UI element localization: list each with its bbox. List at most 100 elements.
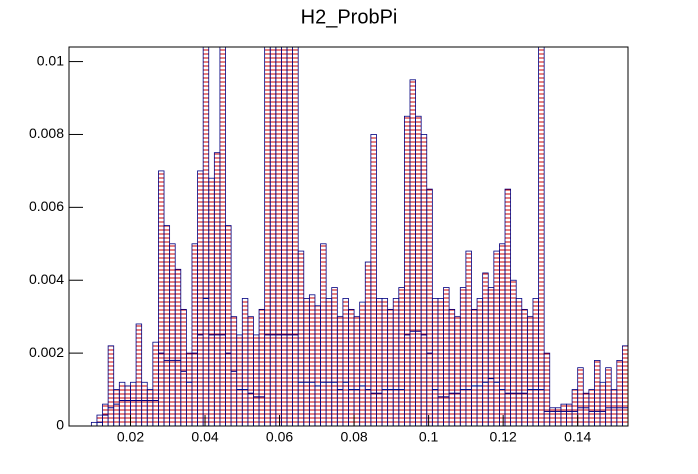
bar: [342, 298, 349, 426]
bar: [577, 367, 584, 426]
bar: [158, 170, 165, 426]
bar: [448, 308, 456, 426]
bar: [135, 323, 143, 426]
bar: [124, 385, 131, 426]
bar: [526, 316, 534, 426]
bar: [269, 47, 277, 426]
bar: [381, 298, 389, 426]
bar: [152, 341, 159, 426]
bar: [191, 243, 198, 426]
bar: [146, 389, 154, 426]
bar: [566, 403, 573, 426]
bar: [582, 392, 590, 426]
bar: [471, 308, 478, 426]
bar: [141, 381, 148, 426]
bar: [275, 47, 282, 426]
bar: [113, 389, 120, 426]
bar: [292, 47, 299, 426]
bar: [482, 272, 489, 426]
y-tick-label: 0.01: [37, 52, 64, 68]
bar: [521, 308, 528, 426]
bar: [459, 287, 467, 426]
x-tick-label: 0.14: [564, 429, 591, 445]
bar: [370, 134, 377, 426]
bar: [605, 367, 612, 426]
frame: [68, 46, 629, 427]
bar: [499, 243, 506, 426]
bar: [588, 389, 595, 426]
bar: [515, 298, 523, 426]
bar: [359, 301, 366, 426]
bar: [169, 243, 176, 426]
bar: [163, 225, 171, 426]
bar: [219, 47, 226, 426]
bar: [431, 298, 439, 426]
bar: [504, 188, 512, 426]
bar: [616, 360, 623, 426]
bar: [599, 381, 607, 426]
bar: [281, 47, 288, 426]
bar: [476, 298, 484, 426]
bar: [308, 294, 316, 426]
bar: [398, 287, 405, 426]
bar: [392, 298, 400, 426]
bar: [320, 243, 327, 426]
bar: [353, 316, 361, 426]
bar: [286, 47, 294, 426]
bar: [493, 250, 500, 426]
bar: [364, 261, 372, 426]
bar: [197, 170, 204, 426]
bar: [409, 79, 416, 426]
x-tick-label: 0.12: [490, 429, 517, 445]
bar: [96, 414, 103, 426]
bar: [297, 250, 305, 426]
bar: [130, 381, 137, 426]
bar: [107, 345, 115, 426]
bar: [465, 250, 472, 426]
y-tick-label: 0.004: [29, 271, 64, 287]
bar: [487, 287, 495, 426]
bar: [420, 134, 428, 426]
bar: [403, 115, 411, 426]
bar: [225, 225, 232, 426]
bar: [180, 308, 187, 426]
bar: [437, 298, 444, 426]
bar: [241, 298, 249, 426]
x-tick-label: 0.08: [340, 429, 367, 445]
bar: [415, 115, 422, 426]
bar: [560, 403, 567, 426]
plot-area: [69, 47, 628, 426]
y-tick-label: 0: [56, 417, 64, 433]
bar: [554, 407, 562, 426]
bar: [213, 152, 221, 426]
bar: [236, 334, 243, 426]
y-tick-label: 0.008: [29, 125, 64, 141]
bar: [264, 47, 271, 426]
bar: [247, 316, 254, 426]
bar: [202, 47, 210, 426]
bar: [387, 308, 394, 426]
x-tick-label: 0.02: [117, 429, 144, 445]
bar: [208, 177, 215, 426]
bar: [118, 381, 126, 426]
bar: [303, 298, 310, 426]
bar: [594, 360, 601, 426]
bar: [90, 421, 98, 426]
y-tick-label: 0.006: [29, 198, 64, 214]
bar: [325, 298, 333, 426]
chart-title: H2_ProbPi: [301, 6, 398, 28]
bar: [174, 268, 182, 426]
bar: [336, 316, 344, 426]
bar: [622, 345, 628, 426]
bar: [532, 298, 539, 426]
bar: [549, 407, 556, 426]
x-tick-label: 0.04: [191, 429, 218, 445]
x-tick-label: 0.06: [266, 429, 293, 445]
bar: [331, 287, 338, 426]
bar: [314, 305, 321, 426]
x-tick-label: 0.1: [419, 429, 439, 445]
bar: [253, 334, 260, 426]
bar: [443, 287, 450, 426]
